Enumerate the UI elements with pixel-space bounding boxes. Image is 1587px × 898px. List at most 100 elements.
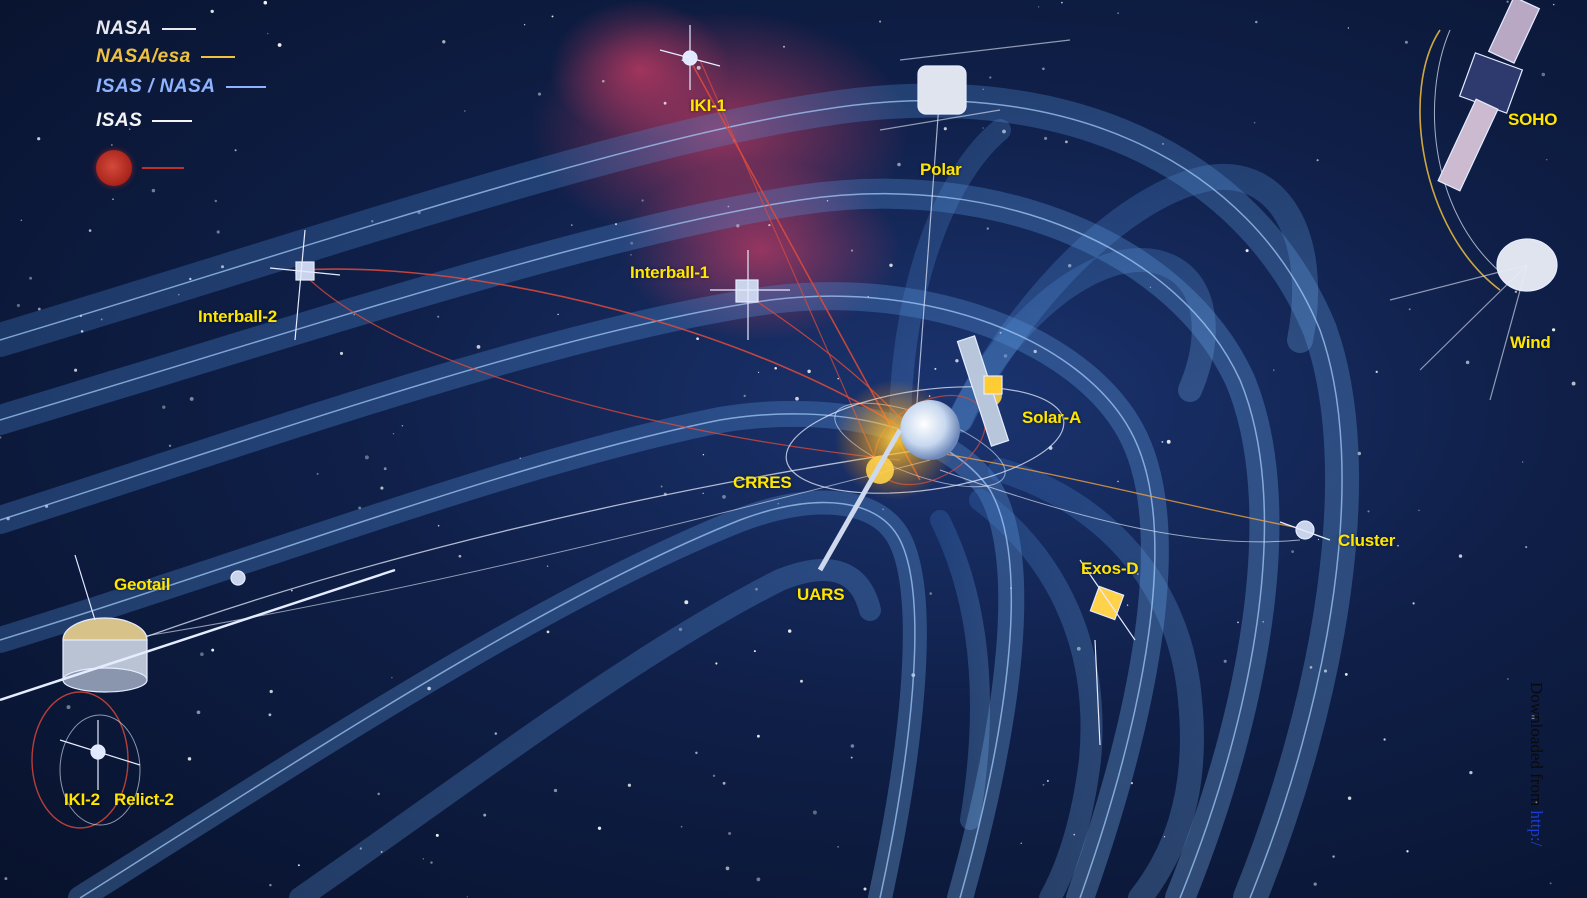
label-solar-a: Solar-A bbox=[1022, 408, 1082, 427]
star bbox=[1465, 360, 1470, 365]
orbit-lines bbox=[31, 29, 1511, 829]
red-emblem-icon bbox=[96, 150, 132, 186]
star bbox=[422, 858, 424, 860]
star bbox=[1545, 158, 1548, 161]
star bbox=[168, 444, 172, 447]
agency-legend: NASA NASA/esa ISAS / NASA ISAS bbox=[96, 12, 316, 192]
label-exos-d: Exos-D bbox=[1081, 559, 1139, 578]
star bbox=[627, 783, 632, 787]
star bbox=[383, 467, 387, 471]
star bbox=[702, 453, 705, 456]
star bbox=[1253, 121, 1256, 124]
star bbox=[1126, 604, 1129, 606]
star bbox=[16, 303, 20, 308]
star bbox=[1130, 782, 1133, 785]
label-cluster: Cluster bbox=[1338, 531, 1396, 550]
star bbox=[800, 679, 803, 683]
star bbox=[290, 589, 293, 592]
star bbox=[112, 198, 114, 201]
star bbox=[757, 734, 760, 738]
star bbox=[523, 24, 526, 26]
star bbox=[1514, 290, 1518, 294]
star bbox=[943, 127, 947, 131]
star bbox=[989, 76, 992, 79]
star bbox=[358, 506, 362, 510]
star bbox=[0, 436, 2, 439]
star bbox=[837, 377, 839, 380]
star bbox=[597, 826, 602, 830]
star bbox=[728, 831, 732, 836]
star bbox=[1042, 783, 1045, 786]
label-iki1: IKI-1 bbox=[690, 96, 726, 115]
star bbox=[696, 337, 699, 341]
star bbox=[715, 662, 718, 665]
star bbox=[458, 554, 462, 558]
star bbox=[1408, 308, 1411, 311]
star bbox=[151, 188, 156, 193]
star bbox=[1117, 480, 1119, 483]
label-polar: Polar bbox=[920, 160, 962, 179]
legend-item-nasa: NASA bbox=[96, 18, 196, 40]
star bbox=[437, 315, 440, 318]
star bbox=[1367, 510, 1370, 513]
star bbox=[111, 144, 113, 146]
star bbox=[1061, 1, 1063, 4]
star bbox=[641, 199, 644, 202]
legend-item-intercosmos bbox=[96, 150, 184, 186]
magnetosphere-field-lines bbox=[0, 83, 1359, 898]
star bbox=[1535, 801, 1538, 804]
legend-label-isas: ISAS bbox=[96, 110, 143, 131]
solar-a-spacecraft bbox=[956, 335, 1010, 447]
star bbox=[546, 565, 549, 567]
star bbox=[364, 455, 369, 460]
star bbox=[897, 162, 901, 167]
star bbox=[74, 368, 78, 372]
legend-label-nasa: NASA bbox=[96, 18, 152, 39]
star bbox=[88, 229, 92, 232]
star bbox=[889, 263, 893, 268]
legend-line-isas-nasa bbox=[225, 86, 266, 88]
star bbox=[630, 254, 632, 256]
star bbox=[1313, 882, 1317, 886]
star bbox=[702, 492, 704, 495]
wind-spacecraft bbox=[1389, 238, 1558, 401]
star bbox=[483, 813, 487, 817]
star bbox=[757, 371, 760, 374]
label-geotail: Geotail bbox=[114, 575, 171, 594]
star bbox=[1531, 715, 1535, 720]
star bbox=[663, 101, 667, 105]
star bbox=[712, 774, 716, 778]
star bbox=[680, 825, 683, 828]
star bbox=[392, 433, 395, 435]
star bbox=[934, 367, 937, 370]
exos-d-spacecraft bbox=[1079, 559, 1136, 746]
star bbox=[1344, 673, 1348, 676]
star bbox=[929, 592, 932, 595]
star bbox=[214, 199, 218, 203]
star bbox=[211, 648, 215, 652]
star bbox=[234, 149, 237, 152]
star bbox=[210, 9, 214, 14]
star bbox=[1418, 509, 1420, 512]
star bbox=[216, 230, 220, 234]
interball2-spacecraft bbox=[269, 229, 341, 341]
star bbox=[1046, 779, 1049, 782]
moon bbox=[230, 570, 246, 586]
star bbox=[1245, 249, 1249, 253]
star bbox=[1237, 621, 1239, 624]
label-iki2: IKI-2 bbox=[64, 790, 100, 809]
star bbox=[1044, 136, 1048, 140]
legend-label-nasa-esa: NASA/esa bbox=[96, 46, 191, 67]
cluster-spacecraft bbox=[1279, 520, 1331, 541]
star bbox=[1020, 842, 1022, 845]
interball1-spacecraft bbox=[710, 250, 790, 340]
star bbox=[266, 32, 269, 35]
watermark-link[interactable]: http:/ bbox=[1527, 810, 1546, 847]
star bbox=[442, 40, 446, 44]
star bbox=[557, 313, 559, 316]
star bbox=[435, 833, 439, 837]
star bbox=[1507, 678, 1509, 680]
legend-label-isas-nasa: ISAS / NASA bbox=[96, 76, 216, 97]
